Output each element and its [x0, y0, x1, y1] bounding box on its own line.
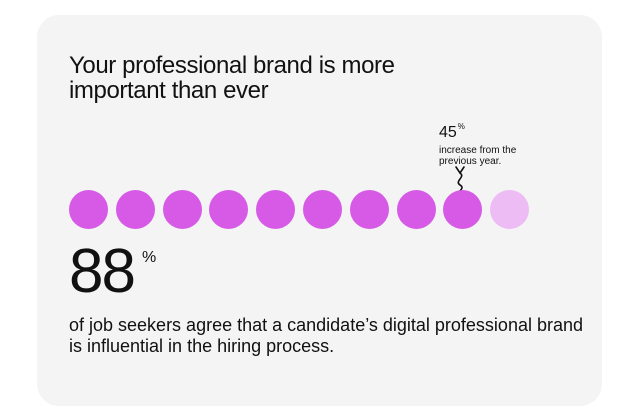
card-title: Your professional brand is more importan…: [69, 52, 395, 104]
dot-filled: [256, 190, 296, 229]
callout-text: increase from the previous year.: [439, 145, 517, 167]
dot-empty: [490, 190, 530, 229]
callout: 45% increase from the previous year.: [439, 118, 549, 167]
callout-value: 45: [439, 124, 457, 141]
dot-filled: [443, 190, 483, 229]
dot-filled: [303, 190, 342, 229]
dot-row: [69, 190, 539, 230]
dot-filled: [209, 190, 249, 229]
dot-filled: [162, 190, 202, 229]
stat-value: 88: [69, 237, 136, 306]
stat-unit: %: [142, 249, 157, 266]
dot-filled: [69, 190, 108, 229]
dot-filled: [115, 190, 155, 229]
callout-value-line: 45%: [439, 118, 549, 142]
callout-unit: %: [457, 122, 465, 131]
stat-card: Your professional brand is more importan…: [37, 15, 602, 406]
dot-filled: [396, 190, 436, 229]
dot-filled: [349, 190, 389, 229]
stat-description: of job seekers agree that a candidate’s …: [69, 315, 584, 356]
